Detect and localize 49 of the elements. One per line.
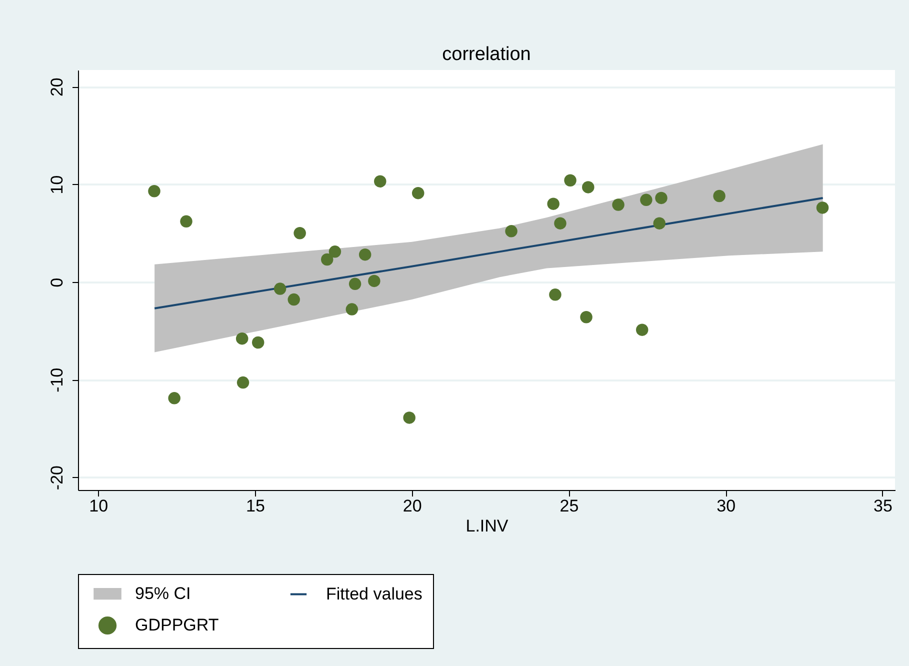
y-tick-label: 0 bbox=[48, 278, 66, 288]
legend-label: GDPPGRT bbox=[135, 616, 219, 634]
point bbox=[816, 202, 829, 214]
point bbox=[505, 225, 518, 238]
point bbox=[348, 278, 362, 290]
point bbox=[403, 412, 416, 424]
point bbox=[653, 217, 666, 230]
y-tick-label: -20 bbox=[48, 466, 66, 490]
point bbox=[346, 303, 358, 316]
point bbox=[236, 376, 250, 389]
text: 95% CI bbox=[135, 584, 191, 603]
chart-title: correlation bbox=[442, 44, 531, 65]
point bbox=[582, 181, 594, 194]
point bbox=[547, 198, 560, 210]
point bbox=[640, 194, 652, 206]
point bbox=[713, 190, 726, 202]
point bbox=[554, 217, 566, 230]
y-tick-label: 20 bbox=[48, 78, 66, 97]
point bbox=[236, 332, 248, 345]
point bbox=[358, 248, 372, 261]
point bbox=[328, 246, 342, 258]
point bbox=[655, 192, 668, 204]
y-tick-label: 10 bbox=[48, 175, 66, 194]
point bbox=[168, 392, 180, 404]
x-tick-label: 15 bbox=[246, 496, 265, 516]
y-tick-label: -10 bbox=[48, 368, 66, 392]
point bbox=[580, 311, 592, 324]
point bbox=[274, 282, 286, 295]
line-series bbox=[154, 196, 824, 310]
point bbox=[148, 185, 160, 198]
point bbox=[180, 215, 192, 228]
x-tick-label: 20 bbox=[402, 496, 422, 516]
x-tick-label: 10 bbox=[89, 496, 108, 516]
point bbox=[252, 336, 264, 349]
x-tick-label: 30 bbox=[716, 496, 736, 516]
x-axis-title: L.INV bbox=[466, 516, 509, 536]
point bbox=[412, 186, 424, 200]
point bbox=[288, 293, 300, 306]
point bbox=[549, 288, 562, 301]
point bbox=[320, 253, 334, 266]
x-tick-label: 25 bbox=[560, 496, 579, 516]
point bbox=[374, 175, 386, 188]
point bbox=[636, 324, 648, 336]
point bbox=[368, 274, 380, 288]
point bbox=[612, 198, 624, 211]
point bbox=[564, 174, 576, 186]
x-tick-label: 35 bbox=[873, 496, 892, 516]
point bbox=[294, 227, 306, 240]
legend-label: Fitted values bbox=[326, 584, 422, 604]
